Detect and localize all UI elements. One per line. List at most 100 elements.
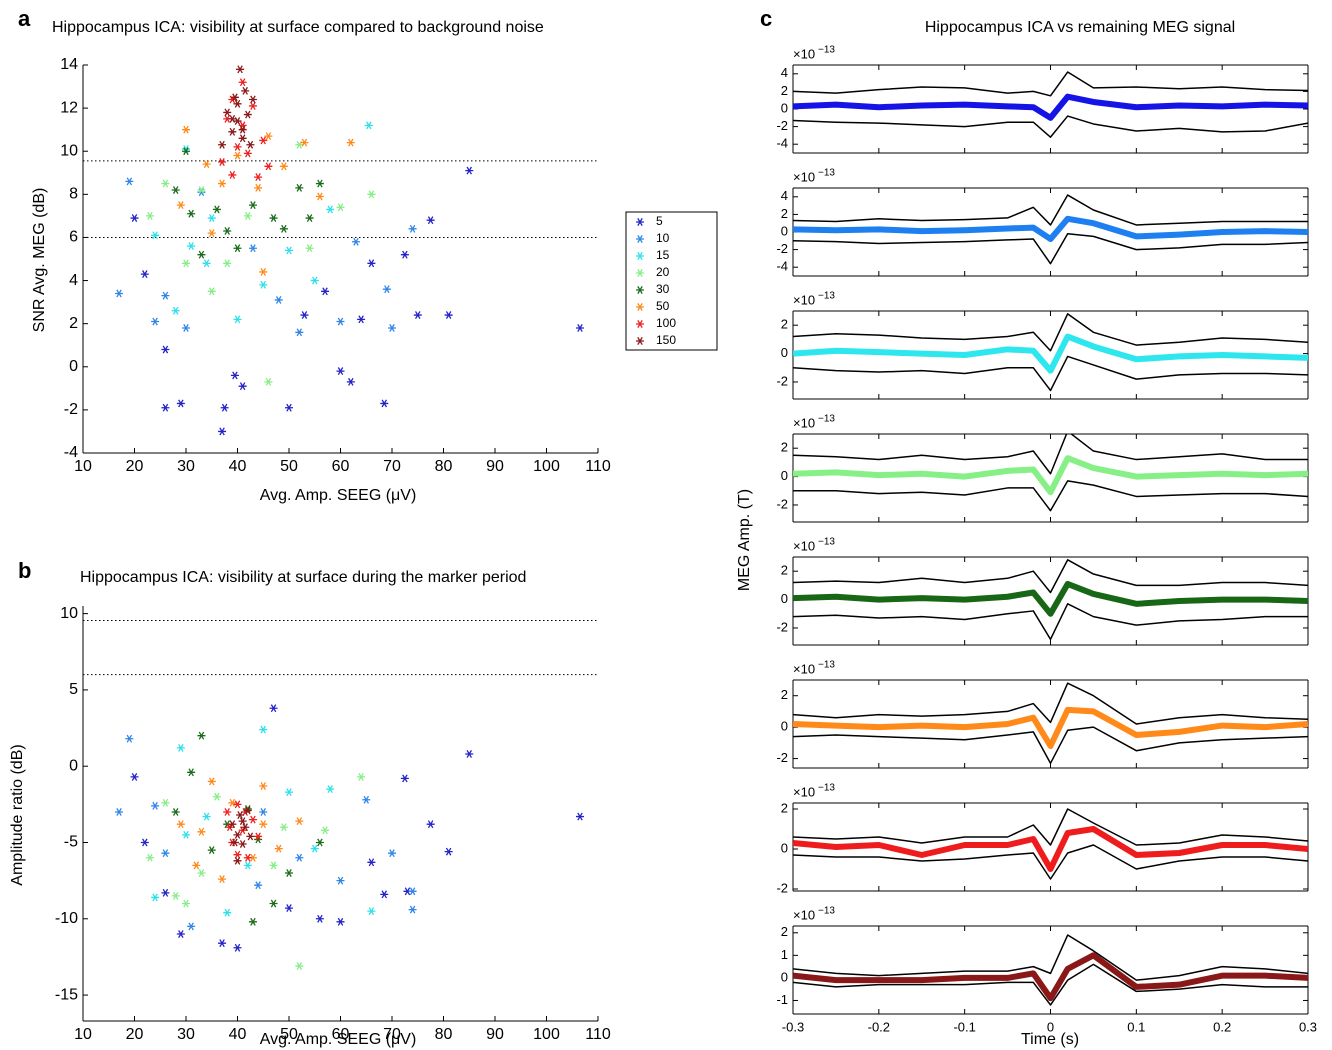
- x-tick-label: -0.2: [868, 1019, 890, 1034]
- asterisk-point: [248, 815, 257, 824]
- legend-marker: [636, 252, 644, 260]
- asterisk-point: [413, 311, 422, 319]
- asterisk-point: [233, 850, 242, 859]
- traces: [793, 434, 1308, 512]
- asterisk-point: [171, 808, 180, 816]
- legend-label: 5: [656, 214, 663, 228]
- traces: [793, 313, 1308, 392]
- asterisk-point: [207, 287, 216, 296]
- asterisk-point: [367, 907, 376, 916]
- x-tick-label: 80: [435, 458, 453, 475]
- asterisk-point: [230, 93, 239, 102]
- asterisk-point: [254, 183, 263, 192]
- x-tick-label: 80: [435, 1026, 453, 1043]
- asterisk-point: [444, 311, 453, 319]
- trace: [793, 934, 1308, 981]
- legend-label: 50: [656, 299, 670, 313]
- y-tick-label: 2: [781, 687, 788, 702]
- traces: [793, 71, 1308, 138]
- asterisk-point: [285, 788, 293, 797]
- asterisk-point: [269, 704, 278, 713]
- y-tick-label: -10: [55, 910, 78, 927]
- trace: [793, 115, 1308, 138]
- legend-marker: [636, 269, 644, 277]
- asterisk-point: [233, 943, 242, 952]
- asterisk-point: [326, 785, 335, 794]
- trace: [793, 726, 1308, 765]
- x-tick-label: 90: [486, 1026, 504, 1043]
- asterisk-point: [426, 216, 435, 225]
- asterisk-point: [357, 315, 366, 324]
- asterisk-point: [207, 214, 216, 222]
- y-tick-label: 2: [69, 315, 78, 332]
- asterisk-point: [218, 140, 227, 149]
- asterisk-point: [362, 795, 371, 804]
- asterisk-point: [145, 853, 154, 862]
- asterisk-point: [238, 78, 247, 87]
- scale-exponent: −13: [818, 537, 835, 548]
- asterisk-point: [228, 170, 237, 179]
- asterisk-point: [187, 242, 196, 251]
- asterisk-point: [197, 827, 206, 836]
- asterisk-point: [243, 806, 252, 815]
- asterisk-point: [264, 162, 273, 171]
- points: [115, 65, 584, 436]
- asterisk-point: [228, 127, 237, 136]
- mean-trace: [793, 455, 1308, 496]
- asterisk-point: [300, 138, 309, 147]
- asterisk-point: [182, 125, 190, 134]
- asterisk-point: [218, 158, 227, 166]
- scale-exponent: −13: [818, 45, 835, 56]
- asterisk-point: [115, 808, 124, 816]
- x-tick-label: 90: [486, 458, 504, 475]
- x-tick-label: -0.1: [953, 1019, 975, 1034]
- scale-base: ×10: [793, 169, 815, 184]
- asterisk-point: [246, 140, 255, 149]
- y-tick-label: 2: [781, 924, 788, 939]
- trace: [793, 313, 1308, 352]
- x-tick-label: 60: [332, 1026, 350, 1043]
- asterisk-point: [305, 244, 314, 253]
- x-tick-label: 100: [533, 458, 560, 475]
- y-tick-label: 2: [781, 317, 788, 332]
- asterisk-point: [161, 345, 170, 354]
- asterisk-point: [182, 830, 190, 839]
- asterisk-point: [233, 856, 242, 865]
- asterisk-point: [223, 259, 232, 268]
- scale-base: ×10: [793, 784, 815, 799]
- asterisk-point: [151, 317, 160, 326]
- asterisk-point: [207, 229, 216, 238]
- points: [115, 704, 584, 971]
- asterisk-point: [197, 731, 206, 740]
- trace: [793, 559, 1308, 594]
- y-tick-label: -2: [776, 619, 788, 634]
- asterisk-point: [408, 224, 417, 233]
- asterisk-point: [264, 377, 273, 386]
- y-tick-label: 0: [69, 757, 78, 774]
- asterisk-point: [176, 820, 185, 829]
- asterisk-point: [254, 881, 263, 890]
- asterisk-point: [264, 132, 273, 141]
- asterisk-point: [295, 183, 304, 192]
- asterisk-point: [187, 922, 196, 931]
- y-tick-label: -2: [776, 750, 788, 765]
- mean-trace: [793, 952, 1308, 1002]
- asterisk-point: [380, 399, 389, 408]
- asterisk-point: [254, 173, 263, 182]
- x-tick-label: 110: [585, 458, 611, 475]
- asterisk-point: [230, 371, 239, 380]
- chart-title: Hippocampus ICA vs remaining MEG signal: [925, 19, 1235, 36]
- asterisk-point: [230, 838, 239, 847]
- asterisk-point: [218, 427, 227, 436]
- scale-base: ×10: [793, 415, 815, 430]
- asterisk-point: [300, 311, 309, 319]
- asterisk-point: [259, 808, 268, 816]
- asterisk-point: [218, 939, 227, 948]
- asterisk-point: [182, 259, 190, 268]
- mean-trace: [793, 706, 1308, 749]
- traces: [793, 934, 1308, 1006]
- y-tick-label: 0: [781, 591, 788, 606]
- asterisk-point: [202, 812, 211, 821]
- asterisk-point: [182, 324, 190, 332]
- legend-label: 100: [656, 316, 676, 330]
